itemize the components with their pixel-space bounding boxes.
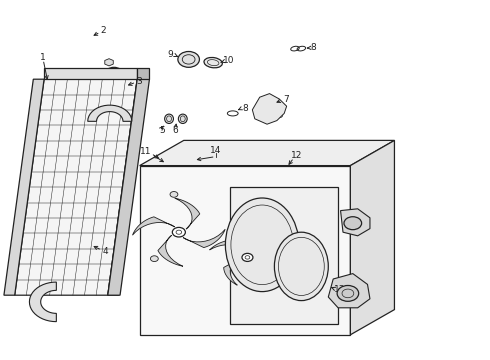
Polygon shape [88, 105, 132, 121]
Text: 2: 2 [100, 26, 106, 35]
Polygon shape [108, 79, 149, 295]
Polygon shape [15, 79, 137, 295]
Polygon shape [29, 282, 56, 322]
Text: 7: 7 [283, 94, 289, 104]
Polygon shape [341, 209, 370, 236]
Circle shape [344, 217, 362, 230]
Text: 9: 9 [168, 50, 173, 59]
Circle shape [172, 228, 185, 237]
Polygon shape [108, 79, 148, 295]
Circle shape [242, 253, 253, 261]
Polygon shape [175, 198, 200, 229]
Polygon shape [132, 217, 174, 235]
Text: 12: 12 [291, 151, 302, 160]
Polygon shape [224, 258, 241, 285]
Polygon shape [230, 187, 338, 324]
Ellipse shape [274, 232, 328, 301]
Polygon shape [4, 79, 44, 295]
Text: 3: 3 [136, 77, 142, 85]
Ellipse shape [165, 114, 173, 123]
Polygon shape [105, 59, 113, 66]
Polygon shape [210, 240, 246, 252]
Circle shape [170, 192, 178, 197]
Text: 13: 13 [334, 285, 345, 294]
Circle shape [239, 222, 246, 228]
Text: 1: 1 [40, 53, 46, 62]
Text: 14: 14 [210, 146, 221, 155]
Polygon shape [183, 229, 225, 248]
Circle shape [105, 67, 123, 80]
Text: 5: 5 [159, 126, 165, 135]
Polygon shape [137, 68, 149, 79]
Polygon shape [137, 68, 149, 79]
Text: 4: 4 [102, 248, 108, 256]
Polygon shape [350, 140, 394, 335]
Ellipse shape [204, 58, 222, 68]
Text: 8: 8 [311, 43, 317, 52]
Polygon shape [44, 68, 137, 79]
Circle shape [337, 285, 359, 301]
Polygon shape [158, 235, 183, 266]
Text: 6: 6 [172, 126, 178, 135]
Circle shape [150, 256, 158, 261]
Text: 8: 8 [242, 104, 248, 112]
Ellipse shape [225, 198, 299, 292]
Polygon shape [252, 94, 287, 124]
Text: 10: 10 [223, 56, 235, 65]
Polygon shape [140, 140, 394, 166]
Circle shape [178, 51, 199, 67]
Polygon shape [254, 230, 271, 256]
Ellipse shape [178, 114, 187, 123]
Polygon shape [249, 262, 285, 275]
Polygon shape [140, 166, 350, 335]
Text: 11: 11 [140, 148, 152, 156]
Polygon shape [328, 274, 370, 308]
